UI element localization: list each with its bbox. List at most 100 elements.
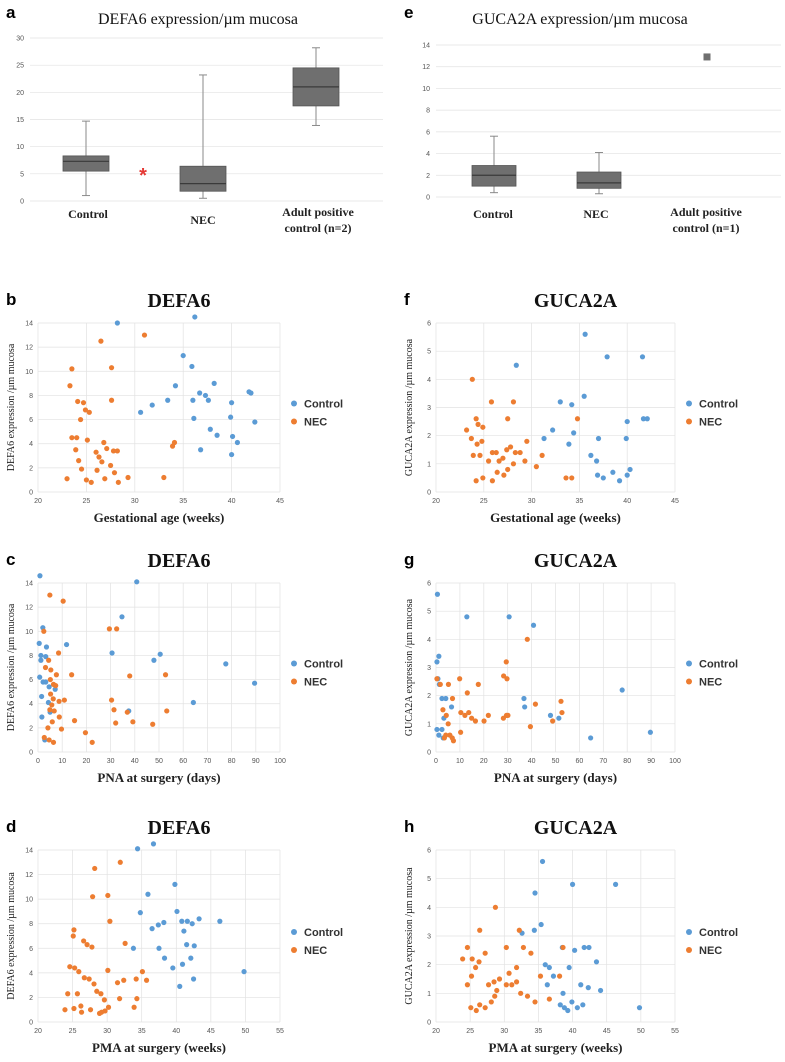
x-tick-label: 40 bbox=[528, 758, 536, 765]
data-point-control bbox=[439, 726, 445, 733]
legend-label-control: Control bbox=[304, 927, 343, 939]
data-point-nec bbox=[493, 449, 499, 456]
data-point-nec bbox=[479, 438, 485, 444]
data-point-control bbox=[547, 712, 554, 718]
chart-title: GUCA2A bbox=[534, 290, 618, 312]
data-point-control bbox=[580, 1002, 586, 1008]
data-point-control bbox=[531, 927, 537, 933]
data-point-control bbox=[37, 674, 43, 680]
data-point-nec bbox=[91, 981, 97, 987]
y-tick-label: 0 bbox=[20, 199, 24, 206]
data-point-control bbox=[557, 399, 563, 405]
y-tick-label: 4 bbox=[29, 970, 33, 977]
x-tick-label: 25 bbox=[69, 1028, 77, 1035]
x-axis-label: PMA at surgery (weeks) bbox=[489, 1040, 623, 1055]
data-point-nec bbox=[507, 444, 514, 450]
data-point-nec bbox=[86, 976, 92, 982]
data-point-nec bbox=[94, 467, 100, 473]
scatter-chart: d DEFA6 0 2 4 6 8 10 12 14 20 25 30 35 40 45 50 55 PMA at … bbox=[6, 817, 343, 1055]
data-point-nec bbox=[84, 942, 90, 948]
data-point-nec bbox=[105, 892, 111, 899]
data-point-nec bbox=[108, 397, 115, 403]
chart-title: GUCA2A bbox=[534, 550, 618, 572]
data-point-nec bbox=[69, 435, 75, 441]
data-point-control bbox=[190, 397, 196, 403]
data-point-nec bbox=[81, 975, 87, 981]
y-tick-label: 3 bbox=[427, 934, 431, 941]
data-point-nec bbox=[162, 672, 169, 678]
data-point-nec bbox=[550, 718, 556, 724]
y-tick-label: 10 bbox=[16, 144, 24, 151]
data-point-nec bbox=[524, 636, 530, 642]
data-point-control bbox=[546, 964, 552, 971]
panel-letter: c bbox=[6, 550, 15, 569]
data-point-control bbox=[513, 362, 519, 368]
data-point-control bbox=[198, 447, 204, 453]
data-point-control bbox=[539, 858, 546, 865]
y-tick-label: 0 bbox=[29, 490, 33, 497]
y-tick-label: 0 bbox=[427, 750, 431, 757]
chart-title: GUCA2A bbox=[534, 817, 618, 839]
data-point-control bbox=[211, 380, 217, 386]
category-label-nec: NEC bbox=[583, 207, 608, 221]
x-tick-label: 50 bbox=[242, 1028, 250, 1035]
legend-label-control: Control bbox=[304, 399, 343, 411]
legend-marker-nec bbox=[686, 947, 692, 953]
data-point-nec bbox=[528, 950, 534, 956]
data-point-nec bbox=[473, 964, 479, 971]
x-tick-label: 100 bbox=[274, 758, 286, 765]
data-point-nec bbox=[480, 475, 486, 481]
data-point-nec bbox=[468, 973, 475, 979]
data-point-control bbox=[434, 726, 440, 733]
x-tick-label: 40 bbox=[623, 498, 631, 505]
data-point-control bbox=[191, 415, 197, 421]
data-point-nec bbox=[494, 987, 500, 994]
data-point-control bbox=[639, 354, 646, 360]
panel-letter: g bbox=[404, 550, 414, 569]
x-tick-label: 90 bbox=[647, 758, 655, 765]
data-point-control bbox=[541, 435, 547, 442]
data-point-nec bbox=[482, 1005, 488, 1011]
x-tick-label: 30 bbox=[107, 758, 115, 765]
y-tick-label: 8 bbox=[426, 108, 430, 115]
data-point-nec bbox=[505, 416, 511, 422]
data-point-nec bbox=[517, 449, 523, 456]
x-tick-label: 40 bbox=[131, 758, 139, 765]
y-axis-label: DEFA6 expression /µm mucosa bbox=[6, 343, 17, 471]
y-tick-label: 3 bbox=[427, 405, 431, 412]
data-point-nec bbox=[105, 1004, 112, 1010]
y-tick-label: 2 bbox=[29, 995, 33, 1002]
data-point-nec bbox=[58, 726, 65, 732]
x-tick-label: 35 bbox=[179, 498, 187, 505]
data-point-nec bbox=[504, 676, 510, 682]
data-point-nec bbox=[124, 709, 130, 715]
y-tick-label: 5 bbox=[427, 876, 431, 883]
category-label-adult-line2: control (n=2) bbox=[285, 221, 352, 235]
data-point-nec bbox=[96, 454, 102, 460]
data-point-nec bbox=[76, 458, 82, 464]
data-point-control bbox=[137, 910, 143, 916]
data-point-nec bbox=[48, 667, 54, 673]
y-tick-label: 10 bbox=[25, 629, 33, 636]
data-point-nec bbox=[60, 598, 66, 604]
panel-letter-e: e bbox=[404, 3, 413, 22]
x-tick-label: 90 bbox=[252, 758, 260, 765]
category-label-nec: NEC bbox=[190, 213, 215, 227]
data-point-nec bbox=[488, 999, 494, 1005]
data-point-nec bbox=[520, 944, 527, 951]
data-point-control bbox=[134, 846, 141, 852]
data-point-nec bbox=[171, 439, 178, 446]
data-point-control bbox=[214, 432, 220, 438]
data-point-control bbox=[640, 416, 647, 422]
legend-marker-nec bbox=[291, 947, 297, 953]
data-point-nec bbox=[50, 739, 57, 745]
y-tick-label: 15 bbox=[16, 117, 24, 124]
x-tick-label: 80 bbox=[228, 758, 236, 765]
data-point-nec bbox=[111, 470, 118, 476]
data-point-control bbox=[114, 320, 120, 326]
y-tick-label: 6 bbox=[29, 417, 33, 424]
data-point-control bbox=[229, 433, 236, 440]
data-point-nec bbox=[485, 982, 492, 988]
data-point-nec bbox=[513, 979, 520, 985]
